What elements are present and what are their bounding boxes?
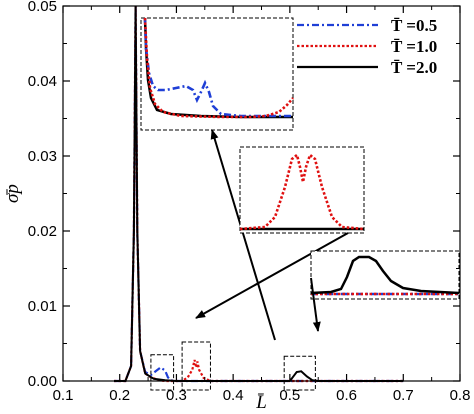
zoom-region-1 <box>150 354 175 391</box>
y-tick-label: 0.03 <box>28 148 57 165</box>
zoom-region-3 <box>283 355 316 391</box>
x-tick-label: 0.6 <box>336 387 357 404</box>
zoom-arrow-2 <box>195 232 349 319</box>
x-tick-label: 0.2 <box>109 387 130 404</box>
inset-1-line-T-1-0 <box>143 17 294 119</box>
x-tick-label: 0.7 <box>393 387 414 404</box>
x-tick-label: 0.8 <box>450 387 471 404</box>
inset-3-line-T-2-0 <box>310 255 460 295</box>
legend-label-T-0-5: T̄ =0.5 <box>391 16 437 35</box>
inset-zooms <box>140 17 460 391</box>
zoom-arrow-3 <box>310 277 321 332</box>
inset-2-line-T-1-0 <box>239 152 365 231</box>
x-axis-title: L̄ <box>255 392 267 413</box>
legend-label-T-2-0: T̄ =2.0 <box>391 58 437 77</box>
zoom-arrow-1 <box>210 129 276 341</box>
series-line-T-0-5 <box>114 5 404 383</box>
inset-panel-1 <box>140 17 294 131</box>
x-tick-label: 0.4 <box>223 387 244 404</box>
zoom-region-2 <box>181 341 211 391</box>
x-tick-label: 0.1 <box>53 387 74 404</box>
inset-1-line-T-0-5 <box>143 17 293 118</box>
y-tick-label: 0.05 <box>28 0 57 15</box>
inset-panel-2 <box>239 146 365 234</box>
y-axis-title: σ̄p <box>2 184 23 203</box>
y-tick-label: 0.02 <box>28 223 57 240</box>
y-tick-label: 0.01 <box>28 298 57 315</box>
y-tick-label: 0.00 <box>28 373 57 390</box>
x-tick-label: 0.3 <box>166 387 187 404</box>
legend-label-T-1-0: T̄ =1.0 <box>391 37 437 56</box>
legend: T̄ =0.5 T̄ =1.0 T̄ =2.0 <box>297 16 437 77</box>
x-tick-label: 0.5 <box>279 387 300 404</box>
y-tick-label: 0.04 <box>28 73 57 90</box>
